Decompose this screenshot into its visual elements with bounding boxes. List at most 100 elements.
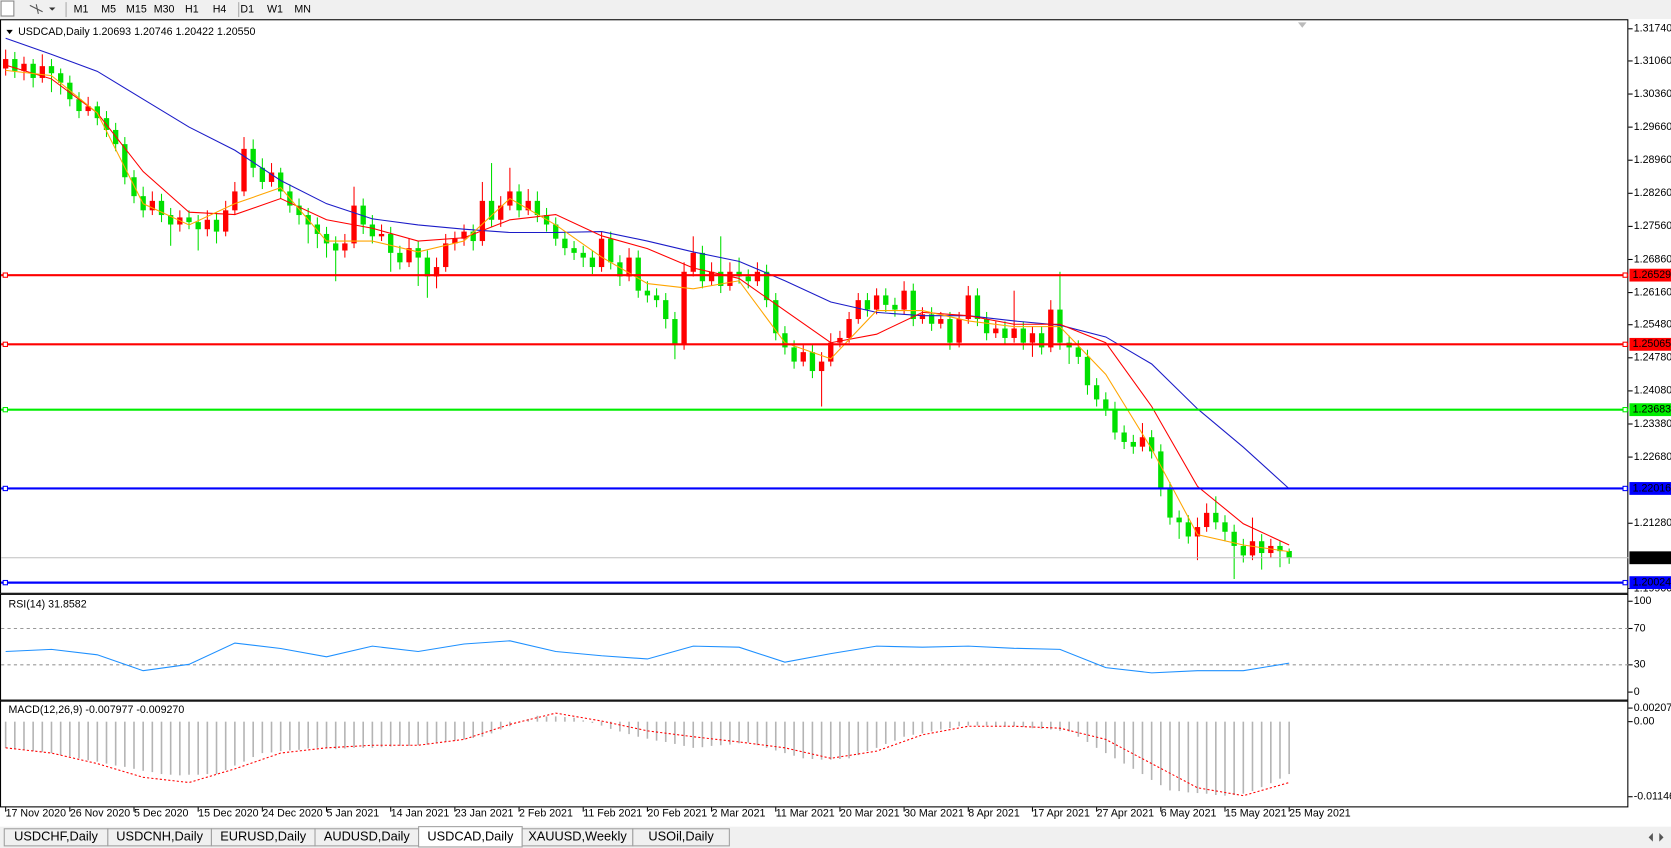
candle-body	[1167, 489, 1173, 518]
timeframe-button[interactable]	[95, 1, 122, 18]
level-label: 1.23683	[1633, 403, 1671, 415]
candle-body	[562, 238, 568, 249]
timeframe-button[interactable]	[68, 1, 94, 18]
x-tick-label: 15 May 2021	[1225, 808, 1287, 820]
tab-label[interactable]: USOil,Daily	[648, 829, 714, 844]
indicator-line	[5, 712, 1290, 797]
timeframe-label[interactable]: MN	[294, 3, 311, 15]
candle-body	[644, 290, 651, 296]
candle-body	[415, 248, 421, 258]
timeframe-button[interactable]	[123, 1, 150, 18]
candle-body	[910, 290, 916, 320]
level-handle[interactable]	[1622, 272, 1628, 278]
timeframe-label[interactable]: M30	[154, 3, 175, 15]
timeframe-button[interactable]	[234, 1, 261, 18]
timeframe-label[interactable]: M1	[74, 3, 89, 15]
timeframe-label[interactable]: M5	[101, 3, 116, 15]
level-label: 1.26529	[1633, 269, 1671, 281]
candle-body	[369, 224, 376, 237]
candle-body	[2, 59, 9, 69]
timeframe-button[interactable]	[289, 1, 316, 18]
candle-body	[718, 271, 724, 286]
level-handle[interactable]	[1622, 485, 1628, 492]
timeframe-button[interactable]	[179, 1, 205, 18]
candle-body	[1038, 333, 1045, 348]
y-tick-label: 1.24080	[1634, 385, 1671, 397]
level-handle[interactable]	[1622, 341, 1628, 348]
candle-body	[1158, 451, 1164, 490]
candle-body	[1002, 328, 1008, 338]
candle-body	[250, 148, 256, 168]
level-handle[interactable]	[2, 485, 8, 492]
candle-body	[213, 219, 220, 232]
timeframe-label[interactable]: W1	[267, 3, 283, 15]
indicator-line	[5, 640, 1290, 674]
y-tick-label: 1.27560	[1634, 220, 1671, 232]
candle-body	[333, 243, 339, 251]
candle-body	[48, 66, 55, 74]
level-handle[interactable]	[1622, 406, 1628, 413]
x-tick-label: 20 Mar 2021	[840, 808, 900, 820]
level-label-box	[1629, 403, 1671, 417]
toolbar-icon[interactable]	[0, 0, 15, 17]
last-price-box	[1629, 551, 1671, 565]
tab-label[interactable]: USDCNH,Daily	[116, 829, 203, 844]
x-tick-label: 8 Apr 2021	[968, 808, 1020, 820]
timeframe-label[interactable]: H1	[185, 3, 199, 15]
y-tick-label: 1.29660	[1634, 121, 1671, 133]
candle-body	[1148, 437, 1155, 452]
tab-label[interactable]: EURUSD,Daily	[220, 829, 307, 844]
x-tick-label: 23 Jan 2021	[455, 808, 514, 820]
tab[interactable]	[632, 828, 730, 847]
candle-body	[1029, 333, 1036, 343]
toolbar-icon[interactable]	[29, 4, 43, 14]
x-tick-label: 26 Nov 2020	[70, 808, 130, 820]
candle-body	[1121, 432, 1127, 442]
candle-body	[388, 233, 394, 253]
timeframe-button[interactable]	[151, 1, 177, 18]
y-tick-label: 1.22680	[1634, 451, 1671, 463]
tab-label[interactable]: USDCHF,Daily	[14, 829, 98, 844]
timeframe-label[interactable]: M15	[126, 3, 147, 15]
level-label: 1.25065	[1633, 338, 1671, 350]
level-handle[interactable]	[2, 341, 8, 348]
timeframe-button[interactable]	[206, 1, 233, 18]
candle-body	[1130, 441, 1136, 447]
level-handle[interactable]	[2, 272, 8, 278]
candle-body	[589, 257, 596, 268]
indicator-line	[5, 64, 1290, 546]
candle-body	[1194, 527, 1201, 537]
level-handle[interactable]	[2, 406, 8, 413]
candle-body	[186, 217, 192, 223]
candle-body	[406, 248, 412, 263]
level-handle[interactable]	[1622, 579, 1628, 586]
candle-body	[470, 231, 476, 242]
y-tick-label: 100	[1634, 595, 1652, 607]
candle-body	[837, 337, 843, 343]
candle-body	[1084, 356, 1091, 386]
tab-label[interactable]: XAUUSD,Weekly	[528, 829, 627, 844]
dropdown-arrow[interactable]	[49, 7, 56, 11]
candle-body	[864, 300, 871, 310]
timeframe-label[interactable]: D1	[240, 3, 254, 15]
y-tick-label: 1.31060	[1634, 55, 1671, 67]
candle-body	[598, 238, 605, 268]
candle-body	[21, 63, 27, 71]
level-label: 1.22016	[1633, 482, 1671, 494]
candle-body	[580, 252, 586, 258]
candle-body	[993, 328, 999, 334]
tab-label[interactable]: AUDUSD,Daily	[324, 829, 411, 844]
x-tick-label: 17 Apr 2021	[1032, 808, 1089, 820]
timeframe-button[interactable]	[262, 1, 288, 18]
candle-body	[1139, 437, 1146, 447]
level-handle[interactable]	[2, 579, 8, 586]
tab-scroll[interactable]	[1648, 833, 1664, 842]
timeframe-label[interactable]: H4	[213, 3, 227, 15]
candle-body	[745, 276, 751, 282]
candle-body	[791, 347, 797, 362]
x-tick-label: 24 Dec 2020	[262, 808, 322, 820]
x-tick-label: 2 Feb 2021	[519, 808, 573, 820]
candle-body	[516, 191, 522, 211]
tab-label[interactable]: USDCAD,Daily	[427, 829, 514, 844]
